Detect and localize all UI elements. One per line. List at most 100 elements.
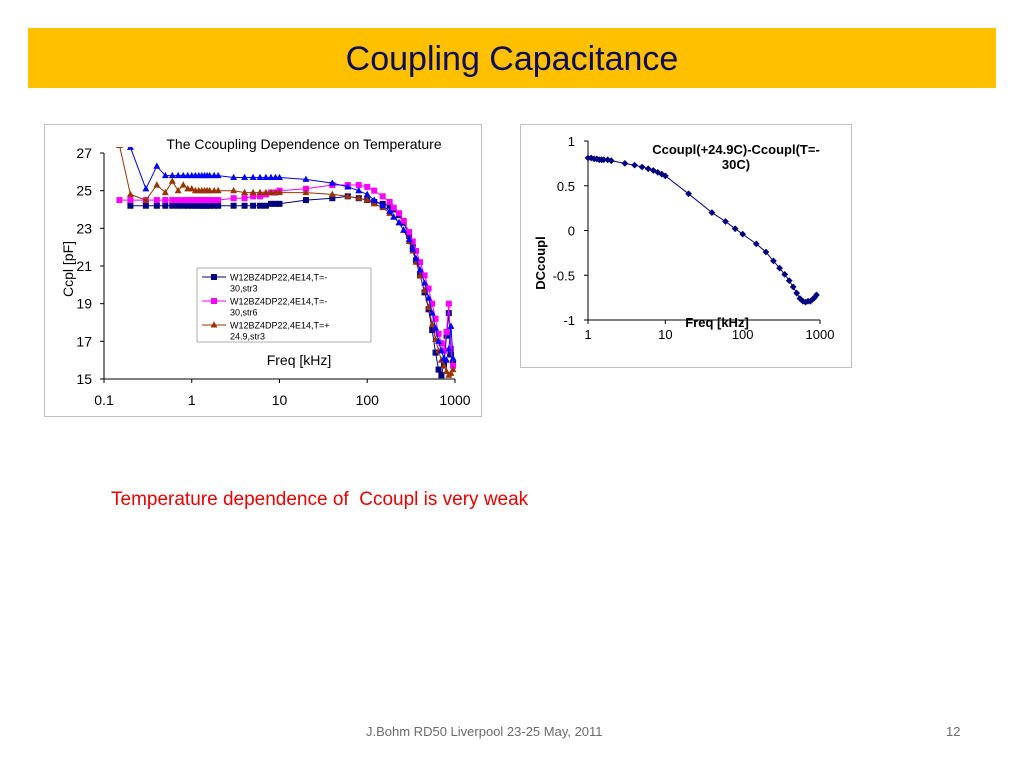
data-point (449, 354, 457, 361)
chart-title: Ccoupl(+24.9C)-Ccoupl(T=-30C) (652, 142, 820, 172)
data-point (256, 173, 264, 181)
data-point (440, 362, 448, 369)
chart1-svg: 15 17 19 21 23 25 27 0.1 1 10 100 1000 The Ccoupling… (60, 136, 471, 408)
data-point (211, 202, 218, 209)
data-point (179, 171, 187, 179)
data-point (638, 163, 646, 171)
data-point (302, 175, 310, 182)
data-point (421, 279, 429, 286)
legend-entry: W12BZ4DP22,4E14,T=-30,str3 (230, 273, 327, 294)
y-tick-label: 21 (76, 258, 92, 274)
data-point (379, 201, 387, 209)
slide-title: Coupling Capacitance (345, 40, 679, 78)
data-point (241, 188, 249, 196)
x-tick-label: 0.1 (94, 392, 114, 408)
data-point (649, 167, 657, 174)
data-point (587, 154, 595, 162)
data-point (127, 197, 134, 204)
data-point (276, 188, 283, 196)
data-point (257, 202, 264, 209)
data-point (153, 162, 161, 169)
data-point (813, 291, 820, 299)
y-tick-label: 19 (76, 296, 92, 312)
data-point (267, 188, 275, 196)
data-point (328, 179, 336, 186)
data-point (302, 185, 309, 192)
plot-area (116, 147, 457, 379)
y-tick-label: -1 (563, 313, 575, 328)
data-point (241, 195, 248, 202)
data-point (776, 264, 783, 272)
data-point (409, 245, 417, 252)
data-point (192, 202, 199, 209)
data-point (169, 202, 176, 209)
data-point (443, 356, 450, 363)
data-point (449, 365, 457, 373)
data-point (405, 235, 413, 243)
data-point (363, 190, 371, 197)
data-point (168, 171, 176, 179)
data-point (386, 207, 394, 214)
data-point (188, 197, 195, 204)
data-point (406, 232, 413, 239)
data-point (161, 171, 169, 179)
data-point (175, 197, 182, 204)
x-tick-label: 10 (272, 392, 288, 408)
data-point (781, 270, 789, 278)
data-point (262, 188, 270, 196)
data-point (621, 159, 629, 167)
data-point (409, 238, 416, 245)
data-point (168, 177, 176, 184)
data-point (230, 195, 237, 202)
data-point (267, 200, 274, 207)
data-point (142, 185, 150, 192)
data-point (739, 230, 747, 238)
y-tick-label: 1 (568, 134, 575, 149)
data-point (607, 157, 615, 165)
data-point (153, 202, 160, 209)
data-point (432, 324, 439, 331)
data-point (371, 187, 378, 194)
data-point (206, 186, 214, 194)
chart-delta-ccoupl: 1 0.5 0 -0.5 -1 1 10 100 1000 Ccoupl(+24.9C)-Ccou… (520, 124, 852, 368)
legend-marker (210, 321, 218, 328)
data-point (162, 202, 169, 209)
data-point (184, 197, 191, 204)
data-point (184, 202, 191, 209)
x-tick-label: 100 (732, 327, 754, 342)
data-point (441, 347, 448, 354)
data-point (661, 172, 669, 180)
data-point (142, 202, 149, 209)
data-point (215, 197, 222, 204)
data-point (428, 309, 436, 316)
y-tick-label: 15 (76, 371, 92, 387)
legend: W12BZ4DP22,4E14,T=-30,str3 W12BZ4DP22,4E1… (196, 267, 372, 343)
data-point (179, 181, 187, 188)
data-point (230, 202, 237, 209)
data-point (437, 347, 445, 354)
data-point (355, 182, 362, 189)
y-axis-label: Ccpl [pF] (60, 241, 76, 297)
data-point (425, 303, 433, 310)
data-point (413, 247, 420, 254)
data-point (379, 193, 386, 200)
data-point (708, 209, 716, 216)
data-point (116, 197, 123, 204)
data-point (302, 197, 309, 204)
data-point (276, 200, 283, 207)
legend-box (196, 267, 372, 343)
x-axis-label: Freq [kHz] (267, 352, 332, 368)
data-point (214, 171, 222, 179)
data-point (195, 197, 202, 204)
data-point (600, 156, 608, 164)
data-point (412, 254, 420, 262)
y-tick-label: 25 (76, 183, 92, 199)
y-tick-label: 23 (76, 220, 92, 236)
data-point (593, 155, 601, 163)
data-point (443, 367, 450, 375)
data-point (390, 204, 397, 211)
data-point (386, 202, 393, 209)
caption-text: Temperature dependence of Ccoupl is very… (111, 489, 529, 510)
data-point (400, 217, 407, 224)
data-point (428, 320, 436, 327)
